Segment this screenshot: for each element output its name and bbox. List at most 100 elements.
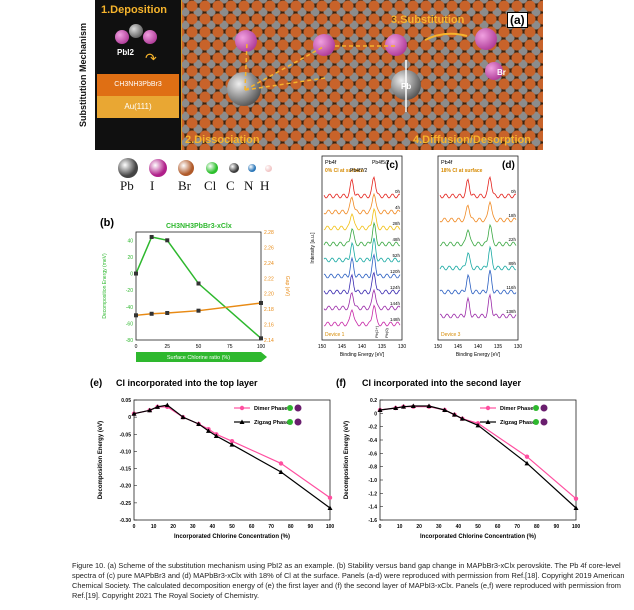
data-point bbox=[180, 414, 186, 420]
data-point bbox=[442, 407, 448, 412]
legend-cl-icon bbox=[206, 162, 218, 174]
plot-frame bbox=[135, 231, 262, 341]
plot-frame bbox=[379, 399, 577, 521]
xtick-label: 30 bbox=[436, 524, 442, 530]
data-point bbox=[213, 433, 219, 438]
data-point bbox=[229, 438, 235, 444]
time-label: 116h bbox=[506, 285, 516, 290]
time-label: 120h bbox=[390, 269, 401, 274]
chlorine-icon bbox=[287, 405, 293, 411]
legend-label: Br bbox=[178, 178, 191, 193]
side-title: Substitution Mechanism bbox=[78, 23, 88, 128]
xtick-label: 145 bbox=[338, 344, 347, 350]
xtick-label: 10 bbox=[151, 524, 157, 530]
legend-br-icon bbox=[178, 160, 194, 176]
xtick-label: 20 bbox=[416, 524, 422, 530]
ytick-label: -0.4 bbox=[368, 438, 377, 444]
data-point bbox=[134, 271, 138, 276]
ylabel-left: Decomposition Energy (meV) bbox=[102, 253, 108, 319]
time-label: 28h bbox=[392, 221, 400, 226]
perovskite-bar: CH3NH3PbBr3 bbox=[97, 74, 179, 96]
xtick-label: 10 bbox=[397, 524, 403, 530]
data-point bbox=[205, 428, 211, 433]
data-point bbox=[147, 407, 153, 413]
data-point bbox=[401, 404, 407, 409]
ytick-label: -1.0 bbox=[368, 478, 377, 484]
xtick-label: 100 bbox=[257, 344, 266, 350]
time-label: 148h bbox=[390, 317, 401, 322]
panel-label: (f) bbox=[336, 378, 346, 389]
spectrum-line bbox=[323, 175, 401, 199]
spectrum-line bbox=[439, 269, 517, 295]
xlabel: Binding Energy [eV] bbox=[456, 352, 501, 358]
legend-n-icon bbox=[248, 164, 256, 172]
legend-label: N bbox=[244, 178, 254, 193]
data-point bbox=[377, 407, 383, 412]
legend-c-icon bbox=[229, 163, 239, 173]
substrate-bar: Au(111) bbox=[97, 96, 179, 118]
panel-label: (e) bbox=[90, 378, 102, 389]
xtick-label: 0 bbox=[379, 524, 382, 530]
legend-i-icon bbox=[149, 159, 167, 177]
panel-title: Cl incorporated into the top layer bbox=[116, 378, 258, 388]
xtick-label: 150 bbox=[318, 344, 327, 350]
step1-label: 1.Deposition bbox=[101, 4, 168, 16]
ylabel-right: Gap (eV) bbox=[284, 276, 290, 297]
ylabel: Decomposition Energy (eV) bbox=[98, 421, 104, 499]
lead-atom-icon bbox=[129, 24, 143, 38]
molecule-label: PbI2 bbox=[117, 48, 134, 57]
spectrum-line bbox=[439, 293, 517, 319]
ytick-label: -0.05 bbox=[120, 432, 132, 438]
xtick-label: 90 bbox=[554, 524, 560, 530]
xlabel: Surface Chlorine ratio (%) bbox=[167, 355, 230, 361]
data-point bbox=[229, 442, 235, 447]
time-label: 138h bbox=[506, 309, 517, 314]
iodine-atom-icon bbox=[313, 34, 335, 56]
spectrum-line bbox=[323, 288, 401, 311]
marker-label: Pb(0) bbox=[384, 328, 389, 338]
time-label: 144h bbox=[390, 301, 401, 306]
panel-f-chart: (f) Cl incorporated into the second layer… bbox=[336, 378, 580, 540]
data-point bbox=[459, 416, 465, 421]
series-line-decomposition bbox=[135, 236, 262, 339]
ytick-label: 0 bbox=[128, 415, 131, 421]
ytick-label: -0.15 bbox=[120, 467, 132, 473]
data-point bbox=[164, 402, 170, 408]
ytick-label: -1.4 bbox=[368, 505, 377, 511]
data-point bbox=[451, 412, 457, 417]
data-point bbox=[131, 411, 137, 416]
xtick-label: 130 bbox=[514, 344, 523, 350]
time-label: 18h bbox=[508, 213, 516, 218]
xtick-label: 100 bbox=[326, 524, 335, 530]
data-point bbox=[196, 281, 201, 286]
ytick-label: -0.10 bbox=[120, 449, 132, 455]
time-label: 52h bbox=[392, 253, 400, 258]
legend-label: Dimer Phase bbox=[500, 406, 533, 412]
panel-b-title: CH3NH3PbBr3-xClx bbox=[166, 223, 232, 230]
legend-marker bbox=[485, 405, 491, 411]
ytick-left-label: 40 bbox=[127, 238, 133, 244]
xtick-label: 0 bbox=[135, 344, 138, 350]
iodine-icon bbox=[294, 418, 302, 426]
ytick-label: 0.2 bbox=[370, 398, 377, 404]
ytick-right-label: 2.26 bbox=[264, 245, 274, 251]
panel-label: (d) bbox=[502, 160, 515, 171]
xtick-label: 75 bbox=[227, 344, 233, 350]
spectrum-line bbox=[439, 175, 517, 199]
legend-h-icon bbox=[264, 164, 272, 172]
iodine-atom-icon bbox=[235, 30, 257, 52]
iodine-atom-icon bbox=[143, 30, 157, 44]
xtick-label: 30 bbox=[190, 524, 196, 530]
legend-label: C bbox=[226, 178, 235, 193]
xlabel-bar: Surface Chlorine ratio (%) bbox=[136, 352, 267, 362]
legend-label: Zigzag Phase bbox=[500, 420, 535, 426]
ytick-label: -0.30 bbox=[120, 518, 132, 524]
iodine-icon bbox=[540, 404, 548, 412]
data-point bbox=[475, 422, 481, 428]
ytick-label: 0 bbox=[374, 411, 377, 417]
xtick-label: 20 bbox=[170, 524, 176, 530]
ytick-label: 0.05 bbox=[121, 398, 131, 404]
ytick-right-label: 2.18 bbox=[264, 307, 274, 313]
legend-label: Dimer Phase bbox=[254, 406, 287, 412]
spectrum-line bbox=[323, 271, 401, 295]
